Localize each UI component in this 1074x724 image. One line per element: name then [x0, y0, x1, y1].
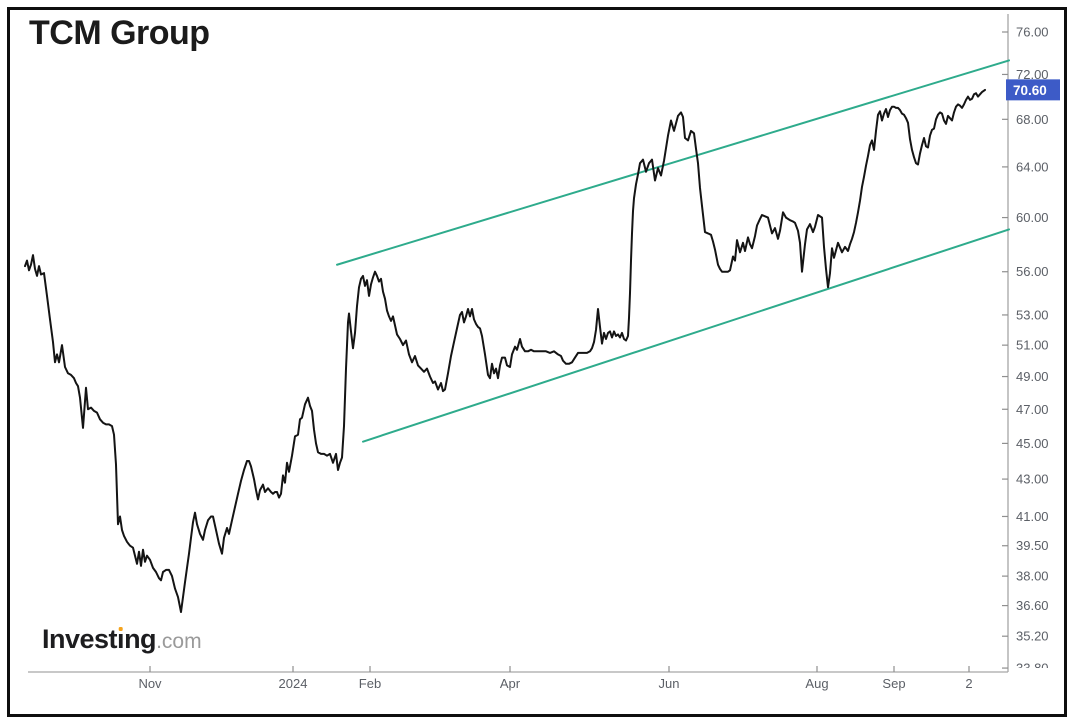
- y-axis-label: 53.00: [1016, 307, 1049, 322]
- logo-dotless-i: ı: [117, 624, 125, 654]
- logo-letter-i: ı: [117, 624, 125, 655]
- x-axis-label: Jun: [659, 676, 680, 691]
- x-axis-label: Sep: [882, 676, 905, 691]
- y-axis-label: 76.00: [1016, 25, 1049, 40]
- y-axis-label: 47.00: [1016, 402, 1049, 417]
- last-price-badge: [1006, 79, 1060, 101]
- y-axis-label: 35.20: [1016, 629, 1049, 644]
- y-axis-label: 39.50: [1016, 538, 1049, 553]
- y-axis-label: 49.00: [1016, 369, 1049, 384]
- investing-logo: Investı ng.com: [42, 624, 202, 655]
- chart-frame-border: [7, 7, 1067, 717]
- x-axis-label: Apr: [500, 676, 521, 691]
- x-axis-label: Nov: [138, 676, 162, 691]
- page-title: TCM Group: [29, 14, 210, 52]
- logo-text-suffix: ng: [124, 624, 157, 654]
- investing-logo-text: Investı ng: [42, 624, 157, 655]
- price-line: [24, 88, 986, 613]
- y-axis-label: 36.60: [1016, 598, 1049, 613]
- y-axis-label: 43.00: [1016, 472, 1049, 487]
- last-price-badge-label: 70.60: [1013, 83, 1047, 98]
- y-axis-label: 41.00: [1016, 509, 1049, 524]
- trend-channel-lower-line: [362, 228, 1010, 443]
- logo-com-text: .com: [156, 630, 202, 653]
- y-axis-label: 51.00: [1016, 338, 1049, 353]
- x-axis-label: 2024: [279, 676, 308, 691]
- y-axis-label: 68.00: [1016, 112, 1049, 127]
- y-axis-label: 64.00: [1016, 159, 1049, 174]
- y-axis-label: 72.00: [1016, 67, 1049, 82]
- logo-orange-dot-icon: [118, 626, 123, 632]
- y-axis-label: 38.00: [1016, 569, 1049, 584]
- logo-text-prefix: Invest: [42, 624, 118, 654]
- x-axis-label: Aug: [805, 676, 828, 691]
- trend-channel-upper-line: [336, 59, 1010, 266]
- bottom-label-clip: [1011, 668, 1063, 682]
- y-axis-label: 45.00: [1016, 436, 1049, 451]
- y-axis-label: 60.00: [1016, 210, 1049, 225]
- y-axis-label: 56.00: [1016, 264, 1049, 279]
- x-axis-label: Feb: [359, 676, 381, 691]
- x-axis-label: 2: [965, 676, 972, 691]
